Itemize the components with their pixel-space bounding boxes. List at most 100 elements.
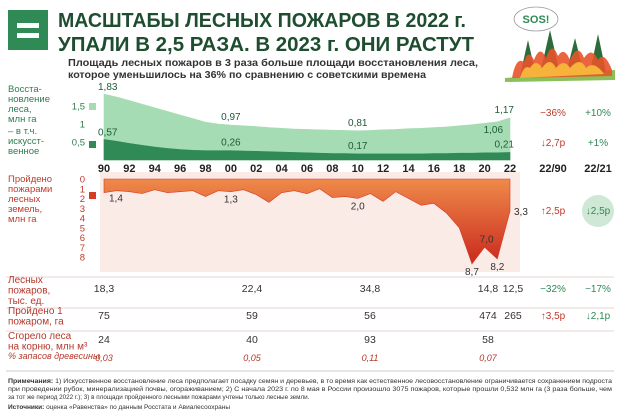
data-label: 1,4 (109, 194, 123, 205)
y-tick-label: 5 (80, 223, 85, 234)
cloud (513, 6, 559, 32)
area (103, 139, 511, 161)
text-line: пожарами (8, 184, 52, 195)
x-tick-label: 90 (98, 163, 110, 175)
y-tick-label: 0,5 (72, 138, 85, 149)
text-line: пожаров, (8, 286, 50, 297)
x-tick-label: 16 (428, 163, 440, 175)
text-line: искусст- (8, 136, 44, 147)
data-label: 8,2 (490, 262, 504, 273)
data-label: 0,97 (221, 112, 241, 123)
text-line: млн га (8, 214, 37, 225)
data-label: 1,3 (224, 195, 238, 206)
table-cell: 22,4 (242, 283, 263, 295)
row-label: % запасов древесины (8, 351, 100, 361)
area (103, 93, 511, 161)
title-line: УПАЛИ В 2,5 РАЗА. В 2023 г. ОНИ РАСТУТ (58, 34, 474, 56)
text-line: венное (8, 146, 39, 157)
data-label: 8,7 (465, 267, 479, 278)
table-cell: 40 (246, 334, 258, 346)
table-cell: 0,07 (479, 353, 498, 363)
y-tick-label: 7 (80, 243, 85, 254)
data-label: 1,17 (495, 105, 515, 116)
table-cell: 265 (504, 310, 522, 322)
note-label: Примечания: (8, 378, 53, 385)
row-label: Лесных пожаров, тыс. ед. (8, 275, 50, 307)
table-cell: 75 (98, 310, 110, 322)
table-cell: 0,05 (243, 353, 262, 363)
data-label: 0,81 (348, 118, 368, 129)
data-label: 0,26 (221, 138, 241, 149)
x-tick-label: 08 (326, 163, 338, 175)
y-tick-label: 0 (80, 175, 85, 186)
y-tick-label: 8 (80, 253, 85, 264)
y-tick-label: 2 (80, 194, 85, 205)
x-tick-label: 98 (199, 163, 211, 175)
x-tick-label: 06 (301, 163, 313, 175)
table-cell: 34,8 (360, 283, 381, 295)
note-line: за тот же период 2022 г.); 3) в площади … (8, 393, 310, 401)
text-line: пожаром, га (8, 317, 64, 328)
x-tick-label: 92 (123, 163, 135, 175)
x-tick-label: 02 (250, 163, 262, 175)
x-tick-label: 04 (276, 163, 289, 175)
table-cell: 18,3 (94, 283, 115, 295)
row-label: Сгорело леса на корню, млн м³ (8, 331, 88, 353)
source-label: Источники: (8, 404, 44, 411)
note-line: Примечания: 1) Искусственное восстановле… (8, 378, 613, 385)
title-line: МАСШТАБЫ ЛЕСНЫХ ПОЖАРОВ В 2022 г. (58, 10, 466, 32)
text-line: новление (8, 94, 50, 105)
logo-bar (17, 23, 39, 28)
subtitle-line: которое уменьшилось на 36% по сравнению … (68, 70, 426, 81)
logo (8, 10, 48, 50)
x-tick-label: 00 (225, 163, 237, 175)
source-text: оценка «Равенства» по данным Росстата и … (44, 404, 230, 411)
note-line: при проведении рубок, минерализацией поч… (8, 385, 612, 393)
comparison-value: ↓2,7р (541, 138, 566, 149)
data-label: 0,21 (495, 139, 515, 150)
comparison-header: 22/90 (539, 163, 567, 175)
text-line: Пройдено (8, 174, 52, 185)
legend-swatch (89, 141, 96, 148)
table-cell: 0,11 (362, 353, 379, 363)
table-ratio: ↓2,1р (586, 311, 611, 322)
y-tick-label: 3 (80, 204, 85, 215)
table-cell: 12,5 (503, 283, 524, 295)
comparison-header: 22/21 (584, 163, 612, 175)
table-cell: 93 (364, 334, 376, 346)
legend-swatch (89, 103, 96, 110)
data-label: 7,0 (480, 234, 494, 245)
row-label: Пройдено 1 пожаром, га (8, 306, 64, 328)
data-label: 1,83 (98, 82, 118, 93)
table-ratio: ↑3,5р (541, 311, 566, 322)
comparison-value: −36% (540, 108, 566, 119)
table-cell: 0,03 (95, 353, 113, 363)
x-tick-label: 18 (453, 163, 465, 175)
area (103, 178, 511, 265)
text-line: Лесных (8, 275, 43, 286)
source: Источники: оценка «Равенства» по данным … (8, 404, 230, 411)
x-tick-label: 22 (504, 163, 516, 175)
table-cell: 24 (98, 334, 110, 346)
logo-bar (17, 33, 39, 38)
comparison-value: +10% (585, 108, 611, 119)
data-label: 2,0 (351, 202, 365, 213)
comparison-value: +1% (588, 138, 608, 149)
x-tick-label: 12 (377, 163, 389, 175)
comparison-value: ↑2,5р (541, 206, 566, 217)
series-name: – в т.ч. искусст-венное (8, 126, 44, 157)
comparison-value: ↓2,5р (586, 206, 611, 217)
table-cell: 58 (482, 334, 494, 346)
flames-inner (520, 62, 604, 78)
text-line: Пройдено 1 (8, 306, 63, 317)
data-label: 1,06 (484, 125, 504, 136)
table-cell: 56 (364, 310, 376, 322)
forest-fire-illustration: SOS! (505, 6, 615, 82)
y-tick-label: 1 (80, 184, 85, 195)
text-line: земель, (8, 204, 42, 215)
y-tick-label: 1,5 (72, 102, 85, 113)
table-cell: 474 (479, 310, 497, 322)
text-line: Восста- (8, 84, 42, 95)
